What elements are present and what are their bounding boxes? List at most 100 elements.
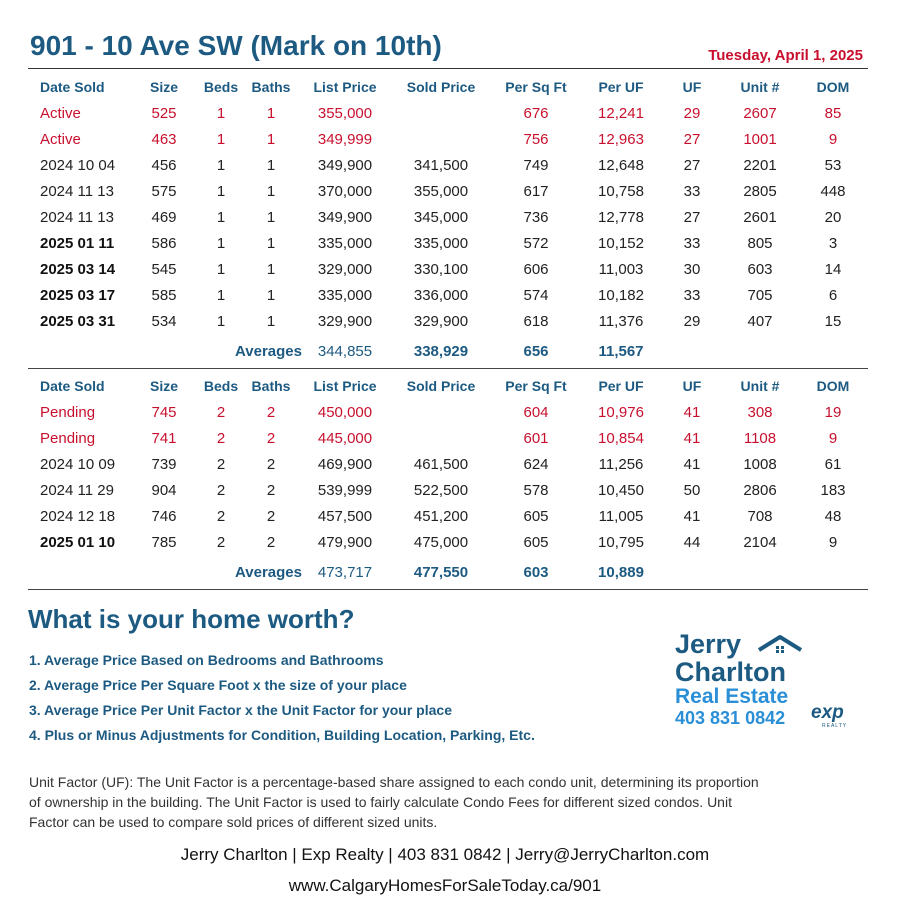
column-header-per-uf: Per UF	[598, 79, 644, 95]
cell-baths: 1	[266, 234, 276, 252]
cell-beds: 1	[216, 312, 226, 330]
cell-dom: 9	[828, 130, 838, 148]
cell-baths: 2	[266, 403, 276, 421]
cell-per-sq-ft: 605	[523, 507, 549, 525]
cell-date-sold: 2025 01 11	[40, 234, 115, 252]
cell-uf: 29	[683, 312, 701, 330]
cell-per-sq-ft: 604	[523, 403, 549, 421]
cell-dom: 14	[824, 260, 842, 278]
table-row: 2025 01 10 785 2 2 479,900 475,000 605 10,795 44…	[28, 529, 868, 555]
cell-date-sold: 2024 10 09	[40, 455, 116, 473]
cell-dom: 183	[820, 481, 846, 499]
column-header-beds: Beds	[203, 378, 239, 394]
column-header-dom: DOM	[816, 378, 850, 394]
cell-sold-price: 522,500	[413, 481, 469, 499]
cell-size: 456	[151, 156, 177, 174]
table-row: 2025 03 14 545 1 1 329,000 330,100 606 11,003 30…	[28, 256, 868, 282]
column-header-dom: DOM	[816, 79, 850, 95]
cell-beds: 1	[216, 208, 226, 226]
cell-uf: 33	[683, 234, 701, 252]
column-header-per-uf: Per UF	[598, 378, 644, 394]
cell-per-uf: 11,003	[598, 260, 644, 278]
brand-logo: Jerry Charlton Real Estate 403 831 0842 …	[675, 630, 865, 730]
empty-cell	[28, 555, 128, 589]
cell-size: 586	[151, 234, 177, 252]
cell-unit-number: 407	[747, 312, 773, 330]
cell-uf: 50	[683, 481, 701, 499]
cell-list-price: 450,000	[317, 403, 373, 421]
cell-beds: 2	[216, 507, 226, 525]
cell-unit-number: 2104	[743, 533, 777, 551]
cell-list-price: 349,900	[317, 208, 373, 226]
cell-dom: 53	[824, 156, 842, 174]
cell-list-price: 370,000	[317, 182, 373, 200]
cell-sold-price: 329,900	[413, 312, 469, 330]
average-list-price: 473,717	[317, 563, 373, 581]
cell-uf: 41	[683, 429, 701, 447]
cell-sold-price: 335,000	[413, 234, 469, 252]
cell-list-price: 479,900	[317, 533, 373, 551]
cell-date-sold: 2025 01 10	[40, 533, 116, 551]
cell-dom: 19	[824, 403, 842, 421]
logo-first-name: Jerry	[675, 629, 742, 659]
column-header-sold-price: Sold Price	[406, 79, 476, 95]
unit-factor-note: Unit Factor (UF): The Unit Factor is a p…	[29, 774, 759, 830]
section-divider	[28, 589, 868, 590]
cell-beds: 1	[216, 182, 226, 200]
logo-tagline: Real Estate	[675, 685, 789, 708]
cell-size: 745	[151, 403, 177, 421]
column-header-per-sq-ft: Per Sq Ft	[505, 378, 567, 394]
cell-baths: 2	[266, 481, 276, 499]
cell-beds: 1	[216, 104, 226, 122]
cell-beds: 1	[216, 286, 226, 304]
worth-heading: What is your home worth?	[28, 604, 355, 634]
cell-per-uf: 11,256	[598, 455, 644, 473]
cell-unit-number: 2201	[743, 156, 777, 174]
cell-list-price: 469,900	[317, 455, 373, 473]
column-header-unit-number: Unit #	[740, 378, 780, 394]
footer-contact: Jerry Charlton | Exp Realty | 403 831 08…	[180, 845, 710, 864]
average-per-uf: 11,567	[598, 342, 644, 360]
column-header-sold-price: Sold Price	[406, 378, 476, 394]
cell-per-sq-ft: 601	[523, 429, 549, 447]
column-header-list-price: List Price	[313, 79, 377, 95]
cell-date-sold: 2024 11 29	[40, 481, 114, 499]
table-row: 2024 11 29 904 2 2 539,999 522,500 578 10,450 50…	[28, 477, 868, 503]
cell-unit-number: 2806	[743, 481, 777, 499]
column-header-baths: Baths	[251, 79, 291, 95]
table-row: Active 463 1 1 349,999 756 12,963 27 1001 9	[28, 126, 868, 152]
two-bedroom-sales-table: Date Sold Size Beds Baths List Price Sold Pri…	[28, 373, 868, 589]
cell-unit-number: 603	[747, 260, 773, 278]
cell-per-uf: 10,758	[598, 182, 644, 200]
cell-per-uf: 10,976	[598, 403, 644, 421]
cell-list-price: 329,000	[317, 260, 373, 278]
cell-per-uf: 10,795	[598, 533, 644, 551]
one-bedroom-sales-table: Date Sold Size Beds Baths List Price Sold Pri…	[28, 74, 868, 368]
cell-dom: 6	[828, 286, 838, 304]
cell-per-sq-ft: 736	[523, 208, 549, 226]
footer-url[interactable]: www.CalgaryHomesForSaleToday.ca/901	[288, 876, 602, 895]
cell-uf: 41	[683, 455, 701, 473]
cell-dom: 85	[824, 104, 842, 122]
cell-dom: 20	[824, 208, 842, 226]
cell-per-uf: 10,152	[598, 234, 644, 252]
cell-list-price: 355,000	[317, 104, 373, 122]
empty-cell	[128, 334, 200, 368]
table-row: Active 525 1 1 355,000 676 12,241 29 2607 85	[28, 100, 868, 126]
cell-sold-price	[390, 425, 492, 451]
cell-sold-price	[390, 126, 492, 152]
cell-list-price: 445,000	[317, 429, 373, 447]
cell-unit-number: 1001	[743, 130, 777, 148]
cell-uf: 33	[683, 286, 701, 304]
cell-uf: 27	[683, 156, 701, 174]
cell-date-sold: 2024 10 04	[40, 156, 116, 174]
section-divider	[28, 368, 868, 369]
table-row: 2024 11 13 575 1 1 370,000 355,000 617 10,758 33…	[28, 178, 868, 204]
table-row: Pending 741 2 2 445,000 601 10,854 41 1108 9	[28, 425, 868, 451]
house-roof-icon	[757, 635, 803, 653]
column-header-uf: UF	[682, 378, 702, 394]
cell-uf: 44	[683, 533, 701, 551]
cell-sold-price: 461,500	[413, 455, 469, 473]
cell-per-uf: 10,182	[598, 286, 644, 304]
cell-beds: 1	[216, 234, 226, 252]
